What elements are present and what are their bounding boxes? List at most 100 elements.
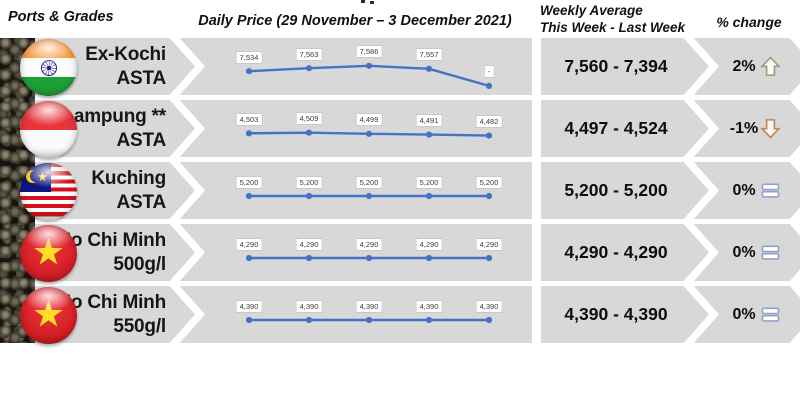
price-row: Lampung ** ASTA 4,503 4,509 4,499 4,491 4,48… [0,94,800,163]
equal-trend-icon [759,241,782,264]
port-name: Kuching [91,168,166,189]
equals-icon [761,245,780,260]
chevron-separator-icon [789,218,800,287]
data-point [425,316,433,324]
data-point [245,68,253,75]
row-band-left [35,38,532,95]
grade-name: ASTA [116,191,166,213]
data-point [425,131,433,138]
data-point-label: 5,200 [235,175,263,189]
data-point-label: 4,290 [355,237,383,251]
daily-price-header: Daily Price (29 November – 3 December 20… [198,13,512,29]
weekly-average-value: 4,497 - 4,524 [564,118,668,138]
row-band-left [35,162,532,219]
ports-grades-header: Ports & Grades [8,9,114,25]
data-point-label: 4,290 [475,237,503,251]
flag-gloss [20,163,77,220]
weekly-average-value: 5,200 - 5,200 [564,180,668,200]
chevron-separator-icon [789,280,800,349]
sparkline-svg [245,192,493,200]
grade-name: 550g/l [113,315,166,337]
data-point [365,130,373,137]
price-row: ★ Ho Chi Minh 550g/l 4,3904,3904,3904,39… [0,280,800,349]
daily-price-sparkline: 4,503 4,509 4,499 4,491 4,482 [215,100,515,157]
vietnam-flag-icon: ★ [20,287,77,344]
flag-gloss [20,225,77,282]
data-point-label: 5,200 [295,175,323,189]
port-grade-label: Ex-Kochi ASTA [40,43,166,90]
row-band-left [35,224,532,281]
up-arrow-icon [760,56,781,76]
pct-change-value: -1% [729,120,759,137]
chevron-separator-icon [683,218,720,287]
weekly-average-header: Weekly Average This Week - Last Week [540,3,710,36]
flag-gloss [20,101,77,158]
data-point-label: 4,390 [415,299,443,313]
chevron-separator-icon [789,32,800,101]
row-band-right [541,286,800,343]
data-point-label: 4,482 [475,115,503,129]
port-name: Lampung ** [62,106,166,127]
data-point-label: 4,509 [295,112,323,126]
chevron-separator-icon [789,94,800,163]
data-point [305,65,313,72]
weekly-average-header-line2: This Week - Last Week [540,19,686,35]
daily-price-sparkline: 4,390 4,390 4,390 4,390 4,390 [215,286,515,343]
data-point [485,82,493,89]
data-point [245,316,253,324]
weekly-average-value: 7,560 - 7,394 [564,56,668,76]
price-row: Kuching ASTA 5,200 5,200 5,200 5,200 5,200 5… [0,156,800,225]
chevron-separator-icon [169,280,206,349]
grade-name: ASTA [116,129,166,151]
port-grade-label: Lampung ** ASTA [40,105,166,152]
data-point [245,192,253,200]
data-point-label: 4,390 [355,299,383,313]
down-arrow-icon [760,119,781,139]
weekly-average-value: 4,290 - 4,290 [564,242,668,262]
weekly-average-header-line1: Weekly Average [540,3,643,18]
data-point [425,192,433,200]
price-row: Ex-Kochi ASTA 7,534 7,563 7,586 7,557 - 7,56… [0,32,800,101]
data-point [485,316,493,324]
port-name: Ex-Kochi [85,44,166,65]
data-point [305,129,313,136]
data-point-label: 4,499 [355,113,383,127]
chevron-separator-icon [169,32,206,101]
data-point [245,130,253,137]
pct-change-value: 0% [732,182,756,199]
chevron-separator-icon [169,156,206,225]
price-row: ★ Ho Chi Minh 500g/l 4,290 4,290 4,290 4,29… [0,218,800,287]
daily-price-sparkline: 7,534 7,563 7,586 7,557 - [215,38,515,95]
flag-gloss [20,287,77,344]
data-point-label: 4,390 [295,299,323,313]
port-grade-label: Ho Chi Minh 550g/l [40,291,166,338]
down-trend-icon [759,117,782,140]
data-point [365,62,373,69]
vietnam-flag-icon: ★ [20,225,77,282]
chevron-separator-icon [169,94,206,163]
cropped-title-artifact [361,0,365,3]
data-point-label: 5,200 [355,175,383,189]
data-point-label: 5,200 [415,175,443,189]
data-point-label: 4,290 [235,237,263,251]
grade-name: ASTA [116,67,166,89]
chevron-separator-icon [683,32,720,101]
data-point-label: 7,563 [295,47,323,61]
data-point [485,132,493,139]
equals-icon [761,307,780,322]
port-name: Ho Chi Minh [57,292,166,313]
malaysia-flag-icon [20,163,77,220]
pct-change-header: % change [716,14,782,30]
up-trend-icon [759,55,782,78]
data-point [425,254,433,262]
row-band-left [35,286,532,343]
grade-name: 500g/l [113,253,166,275]
data-point-label: 7,534 [235,50,263,64]
equals-icon [761,183,780,198]
port-name: Ho Chi Minh [57,230,166,251]
data-point-label: 4,491 [415,114,443,128]
row-band-right [541,100,800,157]
pct-change-value: 2% [732,58,756,75]
row-band-right [541,162,800,219]
data-point [305,316,313,324]
